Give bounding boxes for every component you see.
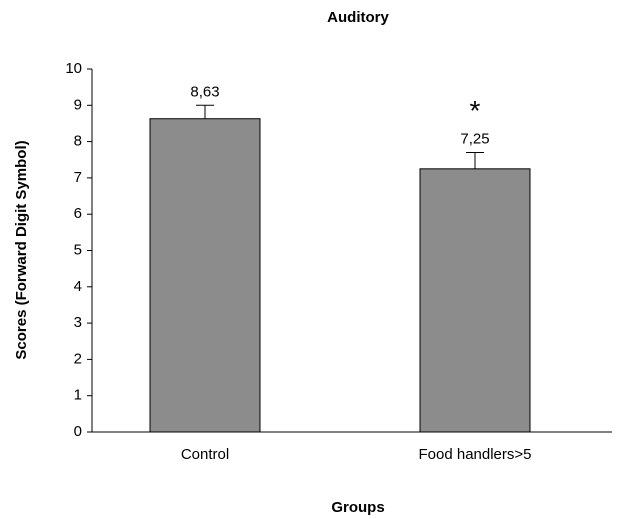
- y-tick-label: 10: [65, 60, 82, 77]
- y-tick-label: 8: [74, 133, 82, 150]
- y-axis-label: Scores (Forward Digit Symbol): [13, 140, 30, 359]
- x-tick-label: Control: [181, 446, 229, 463]
- x-tick-label: Food handlers>5: [419, 446, 532, 463]
- bar: [149, 118, 261, 433]
- annotation: *: [470, 95, 481, 126]
- y-tick-label: 1: [74, 387, 82, 404]
- value-label: 8,63: [190, 83, 219, 100]
- x-axis-label: Groups: [331, 499, 384, 516]
- y-tick-label: 6: [74, 205, 82, 222]
- y-tick-label: 0: [74, 423, 82, 440]
- chart-title: Auditory: [327, 9, 389, 26]
- bar: [419, 168, 531, 433]
- y-tick-label: 9: [74, 96, 82, 113]
- y-tick-label: 7: [74, 169, 82, 186]
- y-tick-label: 2: [74, 350, 82, 367]
- y-tick-label: 3: [74, 314, 82, 331]
- y-tick-label: 4: [74, 278, 82, 295]
- y-tick-label: 5: [74, 241, 82, 258]
- value-label: 7,25: [460, 130, 489, 147]
